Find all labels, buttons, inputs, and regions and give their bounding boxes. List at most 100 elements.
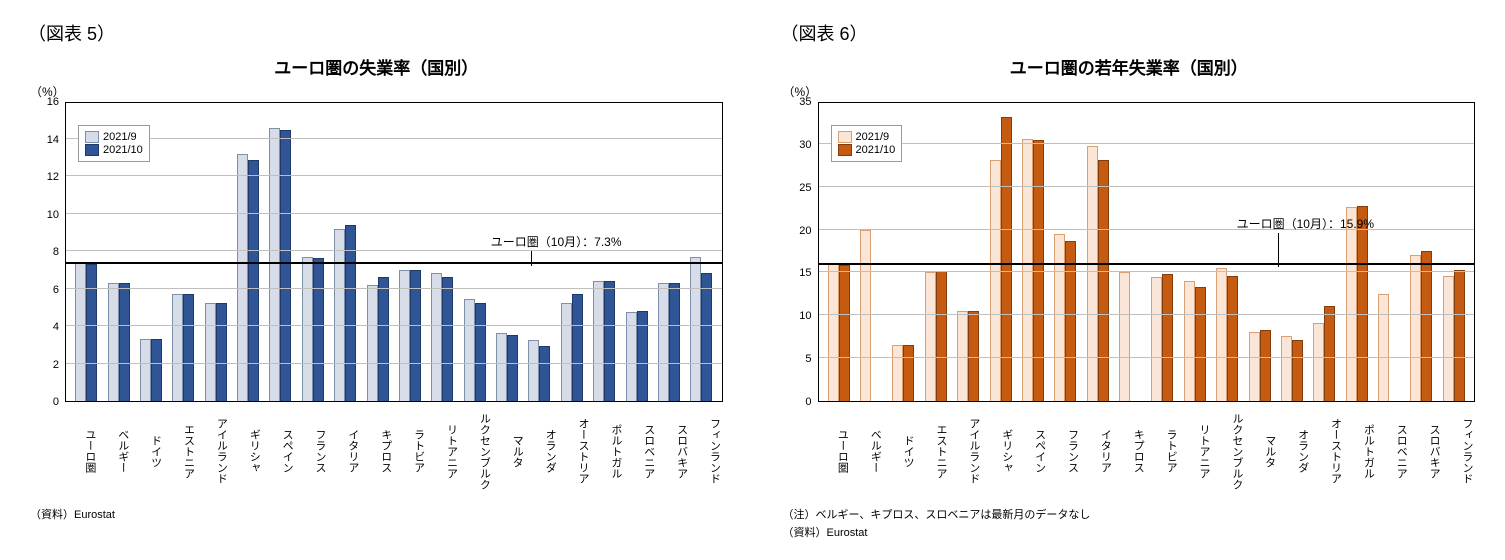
bar-s1 xyxy=(690,257,701,401)
gridline xyxy=(66,363,722,364)
chart6-y-unit: （%） xyxy=(783,83,1486,100)
legend-row-s1: 2021/9 xyxy=(85,131,143,143)
bar-group xyxy=(620,103,652,401)
bar-group xyxy=(329,103,361,401)
bar-s2 xyxy=(903,345,914,401)
y-tick: 10 xyxy=(47,209,59,221)
gridline xyxy=(66,325,722,326)
chart6-box: 05101520253035 2021/9 2021/10 ユーロ圏（10月）：… xyxy=(773,102,1486,402)
x-label: アイルランド xyxy=(197,406,230,496)
bar-s2 xyxy=(1260,330,1271,401)
bar-s1 xyxy=(334,229,345,401)
x-label: アイルランド xyxy=(949,406,982,496)
bar-s1 xyxy=(140,339,151,401)
chart6-title: ユーロ圏の若年失業率（国別） xyxy=(773,54,1486,79)
gridline xyxy=(819,357,1475,358)
bar-group xyxy=(264,103,296,401)
x-label: フランス xyxy=(295,406,328,496)
bar-s1 xyxy=(75,262,86,401)
bar-s2 xyxy=(1454,270,1465,401)
bar-s2 xyxy=(1098,160,1109,401)
chart5-outer: ユーロ圏の失業率（国別） （%） 0246810121416 2021/9 20… xyxy=(20,54,733,496)
gridline xyxy=(66,288,722,289)
bar-s1 xyxy=(1054,234,1065,401)
bar-s2 xyxy=(968,311,979,401)
bar-s1 xyxy=(399,270,410,401)
bar-s2 xyxy=(248,160,259,401)
chart5-box: 0246810121416 2021/9 2021/10 ユーロ圏（10月）：7… xyxy=(20,102,733,402)
bar-s2 xyxy=(1162,274,1173,401)
bar-s1 xyxy=(1087,146,1098,401)
legend-label-s2: 2021/10 xyxy=(103,144,143,156)
gridline xyxy=(66,175,722,176)
legend-swatch-s2 xyxy=(85,144,99,156)
bar-group xyxy=(588,103,620,401)
x-label: リトアニア xyxy=(427,406,460,496)
x-label: フランス xyxy=(1048,406,1081,496)
gridline xyxy=(66,250,722,251)
legend-swatch-s2 xyxy=(838,144,852,156)
bar-s1 xyxy=(1313,323,1324,401)
bar-s1 xyxy=(1022,139,1033,401)
bar-group xyxy=(297,103,329,401)
legend-label-s2: 2021/10 xyxy=(856,144,896,156)
bar-s1 xyxy=(464,299,475,401)
legend-label-s1: 2021/9 xyxy=(856,131,890,143)
bar-s1 xyxy=(561,303,572,401)
chart5-bars xyxy=(66,103,722,401)
x-label: オランダ xyxy=(1278,406,1311,496)
bar-s2 xyxy=(604,281,615,401)
x-label: フィンランド xyxy=(1442,406,1475,496)
bar-s1 xyxy=(431,273,442,401)
x-label: ルクセンブルク xyxy=(460,406,493,496)
x-label: ユーロ圏 xyxy=(65,406,98,496)
chart6-source: （資料）Eurostat xyxy=(783,524,1486,540)
bar-s2 xyxy=(507,335,518,401)
reference-line xyxy=(819,263,1475,265)
reference-line xyxy=(66,262,722,264)
bar-group xyxy=(426,103,458,401)
x-label: ギリシャ xyxy=(982,406,1015,496)
bar-s1 xyxy=(1151,277,1162,401)
bar-s1 xyxy=(1378,294,1389,401)
charts-container: （図表 5） ユーロ圏の失業率（国別） （%） 0246810121416 20… xyxy=(0,0,1505,560)
bar-s1 xyxy=(269,128,280,401)
bar-s2 xyxy=(1001,117,1012,401)
y-tick: 0 xyxy=(805,396,811,408)
bar-group xyxy=(459,103,491,401)
chart5-plot-area: 2021/9 2021/10 ユーロ圏（10月）：7.3% xyxy=(65,102,723,402)
x-label: リトアニア xyxy=(1179,406,1212,496)
legend-row-s2: 2021/10 xyxy=(838,144,896,156)
bar-s1 xyxy=(496,333,507,401)
x-label: ルクセンブルク xyxy=(1212,406,1245,496)
bar-s1 xyxy=(172,294,183,401)
bar-s1 xyxy=(1281,336,1292,401)
bar-group xyxy=(394,103,426,401)
x-label: ドイツ xyxy=(131,406,164,496)
x-label: スロバキア xyxy=(1409,406,1442,496)
x-label: マルタ xyxy=(1245,406,1278,496)
chart5-y-axis: 0246810121416 xyxy=(20,102,65,402)
x-label: ポルトガル xyxy=(1344,406,1377,496)
bar-s2 xyxy=(442,277,453,401)
bar-group xyxy=(556,103,588,401)
chart6-annotation: ユーロ圏（10月）：15.9% xyxy=(1237,215,1374,232)
x-label: マルタ xyxy=(492,406,525,496)
bar-s2 xyxy=(539,346,550,401)
bar-group xyxy=(653,103,685,401)
bar-s2 xyxy=(86,264,97,401)
bar-s1 xyxy=(593,281,604,401)
bar-s1 xyxy=(367,285,378,401)
chart5-annotation: ユーロ圏（10月）：7.3% xyxy=(491,233,622,250)
bar-s2 xyxy=(345,225,356,401)
gridline xyxy=(66,138,722,139)
y-tick: 2 xyxy=(53,359,59,371)
bar-s2 xyxy=(280,130,291,401)
legend-row-s1: 2021/9 xyxy=(838,131,896,143)
x-label: スロベニア xyxy=(624,406,657,496)
y-tick: 35 xyxy=(799,96,811,108)
bar-s2 xyxy=(1324,306,1335,401)
bar-group xyxy=(685,103,717,401)
x-label: ラトビア xyxy=(394,406,427,496)
bar-s2 xyxy=(410,270,421,401)
